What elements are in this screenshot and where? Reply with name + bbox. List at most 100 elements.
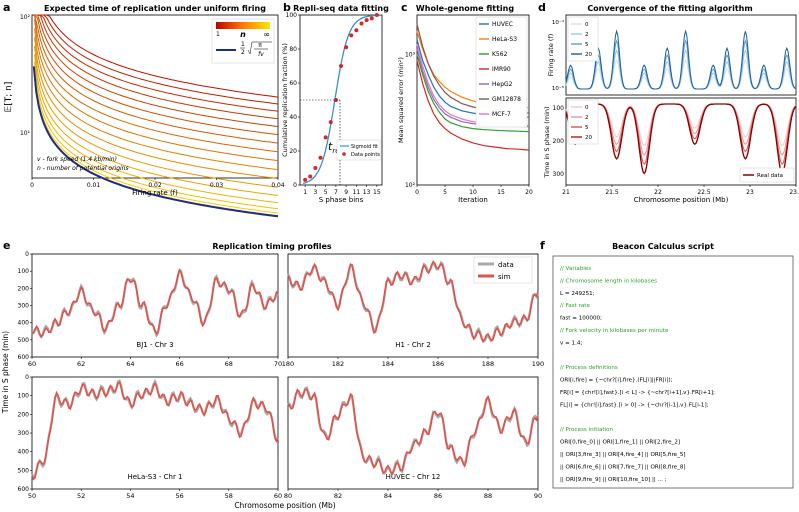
panel-a-bound-inner-num: π: [258, 42, 262, 49]
panel-e-xtick-label: 54: [126, 492, 134, 500]
panel-c-legend-label: GM12878: [492, 96, 521, 103]
panel-d-top-ylabel: Firing rate (f): [547, 34, 555, 77]
panel-d-bottom-ytick-label: 100: [553, 105, 565, 112]
panel-c-legend-label: MCF-7: [492, 111, 511, 118]
panel-e: Replication timing profiles BJ1 - Chr 3 6…: [1, 242, 544, 510]
panel-f-code-line: || ORI[9,fire_9] || ORI[10,fire_10] || .…: [560, 477, 667, 483]
panel-b-data-point: [354, 28, 359, 33]
panel-f-code: // Variables // Chromosome length in kilo…: [560, 266, 715, 483]
panel-f-code-line: FR[i] = {chr![i],fast}.[i < L] -> {~chr?…: [560, 390, 715, 396]
panel-c-ylabel: Mean squared error (min²): [397, 57, 405, 143]
panel-e-ylabel: Time in S phase (min): [1, 331, 10, 414]
panel-f-code-box: [552, 255, 794, 489]
panel-b-xtick-label: 11: [353, 189, 361, 196]
panel-f-title: Beacon Calculus script: [612, 242, 714, 251]
panel-a-curve: [34, 19, 279, 162]
panel-e-xtick-label: 90: [534, 492, 542, 500]
panel-d-xtick-label: 22.5: [697, 189, 711, 196]
panel-a-bound-inner-den: fv: [258, 51, 264, 58]
panel-b-ytick-label: 40: [289, 114, 297, 121]
panel-b-legend-box: [336, 139, 381, 161]
panel-a-curve: [34, 14, 279, 112]
panel-c-legend-label: HepG2: [492, 81, 513, 88]
panel-e-subplot-axes: [287, 376, 539, 490]
panel-e-ytick-label: 100: [18, 268, 30, 275]
panel-e-ytick-label: 300: [18, 430, 30, 437]
panel-d-plot: [565, 29, 797, 175]
panel-e-xtick-label: 186: [432, 360, 444, 368]
panel-a-curve: [34, 61, 279, 204]
panel-e-xtick-label: 68: [225, 360, 233, 368]
panel-c-xtick-label: 20: [525, 189, 533, 196]
panel-f-code-line: // Chromosome length in kilobases: [560, 278, 657, 284]
panel-b-xtick-label: 7: [334, 189, 338, 196]
panel-b-xtick-label: 15: [373, 189, 381, 196]
panel-e-subplot-label: H1 - Chr 2: [395, 341, 431, 349]
panel-b-legend-fit: Sigmoid fit: [351, 144, 378, 150]
panel-e-xtick-label: 180: [282, 360, 294, 368]
panel-e-ytick-label: 300: [18, 303, 30, 310]
panel-a-curve: [34, 71, 279, 214]
panel-b-xtick-label: 13: [363, 189, 371, 196]
panel-letter-e: e: [3, 239, 10, 252]
panel-d-bottom-legend-label: 5: [585, 125, 589, 131]
panel-e-ytick-label: 100: [18, 393, 30, 400]
panel-a-annotation-v: v - fork speed (1.4 kb/min): [37, 156, 117, 163]
panel-e-ytick-label: 600: [18, 354, 30, 361]
panel-a-bound-den: 2: [241, 49, 245, 56]
panel-d-bottom-iteration: [565, 103, 797, 156]
panel-e-xtick-label: 80: [284, 492, 292, 500]
panel-b-data-point: [364, 18, 369, 23]
panel-letter-b: b: [283, 1, 291, 14]
panel-a-xtick-label: 0.04: [271, 182, 285, 189]
panel-a-curve: [34, 46, 279, 188]
panel-e-subplot-label: HeLa-S3 - Chr 1: [127, 473, 182, 481]
panel-c-legend-label: HUVEC: [492, 21, 513, 28]
panel-b-data-point: [313, 166, 318, 170]
panel-b-ytick-label: 80: [289, 46, 297, 53]
panel-d-bottom-legend-label: 20: [585, 135, 592, 141]
panel-b-legend-points-swatch: [342, 152, 346, 156]
panel-f-code-line: // Process initiation: [560, 427, 614, 433]
panel-d-real-legend-box: [739, 167, 795, 183]
panel-b-xtick-label: 9: [344, 189, 348, 196]
panel-c-xlabel: Iteration: [458, 196, 488, 204]
panel-d-bottom-legend-label: 0: [585, 105, 589, 111]
panel-f-code-line: ORI[0,fire_0] || ORI[1,fire_1] || ORI[2,…: [560, 440, 680, 446]
panel-e-xtick-label: 188: [482, 360, 494, 368]
panel-b-data-point: [369, 16, 374, 21]
panel-a-curve: [34, 14, 279, 120]
panel-d-bottom-legend-label: 2: [585, 115, 589, 121]
panel-d-bottom-iteration: [565, 103, 797, 147]
panel-e-title: Replication timing profiles: [212, 242, 332, 251]
panel-e-subplot-label: HUVEC - Chr 12: [386, 473, 441, 481]
panel-c-legend: HUVEC HeLa-S3 K562 IMR90 HepG2 GM12878 MCF-7: [479, 21, 521, 118]
panel-d-top-legend-label: 0: [585, 22, 589, 28]
panel-b-data-point: [303, 177, 308, 182]
panel-a: Expected time of replication under unifo…: [4, 4, 285, 218]
panel-e-xtick-label: 50: [28, 492, 36, 500]
panel-d-real-legend: Real data: [757, 173, 783, 179]
panel-e-xtick-label: 84: [384, 492, 392, 500]
panel-c-legend-label: IMR90: [492, 66, 511, 73]
panel-d-legend-top: 0 2 5 20: [567, 16, 599, 62]
panel-c-series-imr90: [416, 60, 530, 151]
panel-e-data-line: [31, 378, 279, 480]
panel-letter-c: c: [401, 1, 408, 14]
panel-e-xtick-label: 52: [77, 492, 85, 500]
panel-c: Whole-genome fitting HUVEC HeLa-S3 K562 IMR…: [397, 4, 533, 204]
panel-f-code-line: // Fast rate: [560, 303, 590, 309]
panel-b-ylabel: Cumulative replication fraction (%): [281, 43, 289, 157]
panel-b-data-point: [308, 174, 313, 179]
panel-d-bottom-axes: [565, 97, 797, 186]
panel-e-xtick-label: 60: [274, 492, 282, 500]
panel-b-data-point: [374, 13, 379, 17]
panel-c-ytick-label: 10²: [405, 182, 416, 189]
panel-a-curve: [34, 14, 279, 98]
panel-e-ytick-label: 0: [25, 251, 29, 258]
panel-b-xtick-label: 3: [313, 189, 317, 196]
panel-b-plot: [302, 13, 381, 185]
panel-e-ytick-label: 200: [18, 411, 30, 418]
panel-e-sim-line: [287, 388, 539, 476]
